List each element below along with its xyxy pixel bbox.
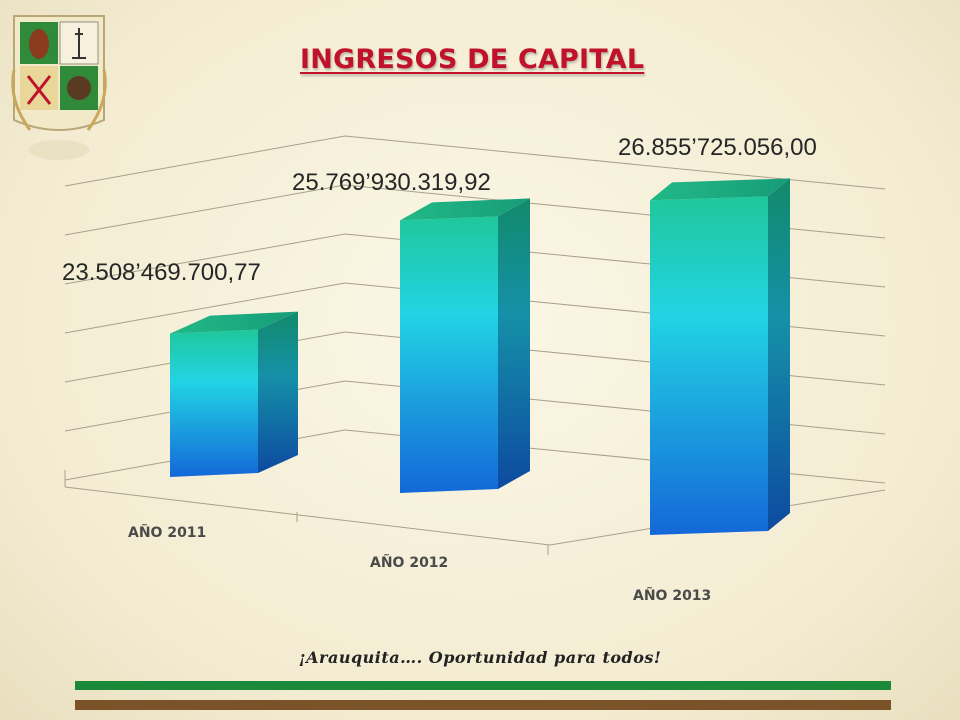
chart-bars xyxy=(170,178,790,535)
arauquita-coat-of-arms xyxy=(11,15,107,160)
bar-front xyxy=(650,196,768,535)
gridline xyxy=(64,135,886,190)
bar-side xyxy=(498,198,530,489)
brown-divider-line xyxy=(75,700,891,710)
slogan-text: ¡Arauquita…. Oportunidad para todos! xyxy=(298,648,662,667)
bar-front xyxy=(400,216,498,493)
bar-top xyxy=(170,311,298,334)
bar-top xyxy=(400,198,530,221)
chart-title: INGRESOS DE CAPITAL xyxy=(300,44,645,75)
bar-3 xyxy=(650,178,790,535)
bar-front xyxy=(170,329,258,477)
chart-labels: 23.508’469.700,77 25.769’930.319,92 26.855… xyxy=(62,134,817,604)
bar-side xyxy=(258,311,298,473)
data-label: 26.855’725.056,00 xyxy=(618,134,817,161)
category-label: AÑO 2011 xyxy=(128,524,206,541)
bar-top xyxy=(650,178,790,201)
green-divider-line xyxy=(75,681,891,690)
bar-side xyxy=(768,178,790,531)
data-label: 23.508’469.700,77 xyxy=(62,259,261,286)
category-label: AÑO 2012 xyxy=(370,554,448,571)
data-label: 25.769’930.319,92 xyxy=(292,169,491,196)
gridline xyxy=(64,184,886,239)
bar-2 xyxy=(400,198,530,493)
category-label: AÑO 2013 xyxy=(633,587,711,604)
bar-1 xyxy=(170,311,298,477)
